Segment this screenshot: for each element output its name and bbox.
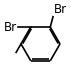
Text: Br: Br bbox=[54, 3, 67, 16]
Text: Br: Br bbox=[4, 21, 17, 34]
